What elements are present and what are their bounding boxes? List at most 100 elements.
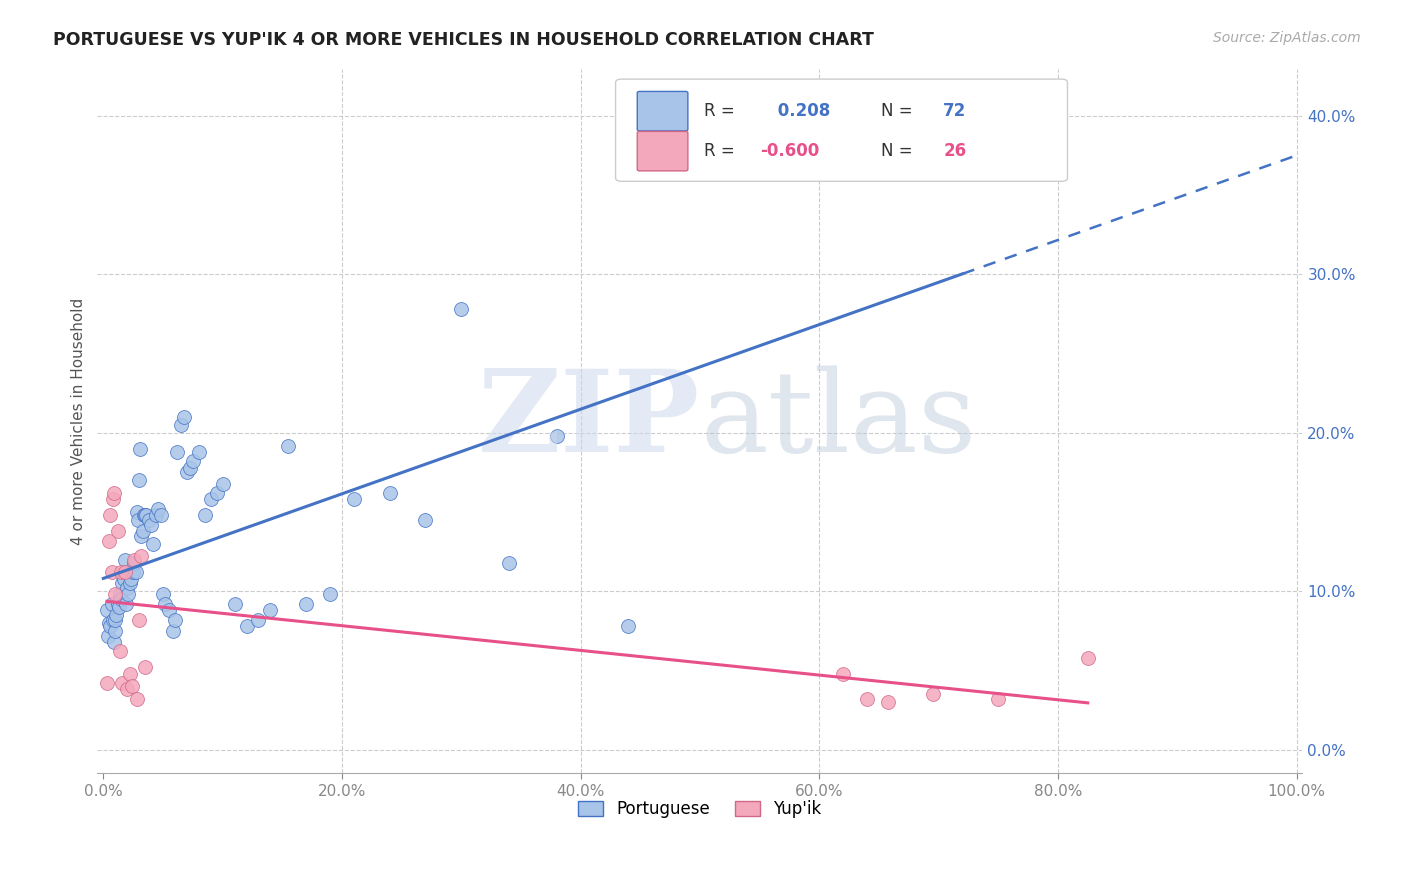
Point [166, 445, 188, 459]
Point [617, 619, 640, 633]
Point [134, 508, 156, 523]
Point [111, 576, 134, 591]
Text: N =: N = [880, 142, 918, 161]
FancyBboxPatch shape [637, 91, 688, 131]
Point [163, 613, 186, 627]
Text: R =: R = [703, 103, 740, 120]
Point [546, 429, 568, 443]
Point [157, 603, 180, 617]
Point [259, 603, 281, 617]
Point [132, 508, 155, 523]
Point [101, 492, 124, 507]
Point [170, 417, 193, 432]
Point [247, 613, 270, 627]
Text: 72: 72 [943, 103, 966, 120]
Point [128, 613, 150, 627]
Point [124, 552, 146, 566]
Point [115, 581, 138, 595]
Text: Source: ZipAtlas.com: Source: ZipAtlas.com [1213, 31, 1361, 45]
Point [114, 566, 136, 580]
Point [107, 524, 129, 538]
Point [115, 682, 138, 697]
Point [125, 692, 148, 706]
Text: 26: 26 [943, 142, 966, 161]
Point [122, 566, 145, 580]
Text: atlas: atlas [700, 366, 976, 476]
Point [343, 492, 366, 507]
Point [100, 597, 122, 611]
Point [498, 556, 520, 570]
Point [117, 587, 139, 601]
Point [378, 486, 401, 500]
Point [139, 517, 162, 532]
Point [987, 692, 1010, 706]
FancyBboxPatch shape [616, 79, 1067, 181]
Point [127, 513, 149, 527]
Point [319, 587, 342, 601]
Point [856, 692, 879, 706]
Text: R =: R = [703, 142, 740, 161]
Point [450, 302, 472, 317]
Point [131, 549, 153, 564]
Point [145, 508, 167, 523]
Y-axis label: 4 or more Vehicles in Household: 4 or more Vehicles in Household [72, 297, 86, 545]
Point [115, 597, 138, 611]
Point [173, 410, 195, 425]
Point [235, 619, 257, 633]
Text: PORTUGUESE VS YUP'IK 4 OR MORE VEHICLES IN HOUSEHOLD CORRELATION CHART: PORTUGUESE VS YUP'IK 4 OR MORE VEHICLES … [53, 31, 875, 49]
Point [114, 552, 136, 566]
Point [114, 566, 136, 580]
Point [107, 597, 129, 611]
Point [131, 524, 153, 538]
Point [277, 438, 299, 452]
Point [97, 629, 120, 643]
Point [104, 624, 127, 638]
Point [179, 460, 201, 475]
Point [108, 587, 131, 601]
Point [415, 513, 437, 527]
Point [108, 644, 131, 658]
Text: -0.600: -0.600 [761, 142, 820, 161]
Point [155, 597, 177, 611]
Point [1077, 650, 1099, 665]
Point [152, 587, 174, 601]
Point [181, 454, 204, 468]
FancyBboxPatch shape [637, 131, 688, 171]
Point [142, 537, 165, 551]
Point [96, 603, 118, 617]
Point [162, 624, 184, 638]
Point [295, 597, 318, 611]
Point [129, 442, 152, 456]
Legend: Portuguese, Yup'ik: Portuguese, Yup'ik [571, 794, 828, 825]
Point [120, 572, 142, 586]
Point [104, 613, 127, 627]
Text: 0.208: 0.208 [772, 103, 831, 120]
Point [832, 666, 855, 681]
Point [131, 529, 153, 543]
Point [148, 502, 170, 516]
Point [124, 556, 146, 570]
Point [921, 687, 943, 701]
Point [118, 666, 141, 681]
Point [118, 576, 141, 591]
Point [200, 492, 222, 507]
Point [128, 474, 150, 488]
Point [100, 566, 122, 580]
Point [135, 508, 157, 523]
Point [224, 597, 246, 611]
Point [110, 566, 132, 580]
Point [100, 508, 122, 523]
Point [103, 635, 125, 649]
Point [108, 600, 131, 615]
Point [149, 508, 172, 523]
Point [104, 587, 127, 601]
Point [98, 533, 121, 548]
Point [101, 613, 124, 627]
Point [96, 676, 118, 690]
Point [98, 615, 121, 630]
Point [205, 486, 228, 500]
Point [111, 676, 134, 690]
Text: ZIP: ZIP [478, 366, 700, 476]
Point [138, 513, 160, 527]
Point [194, 508, 217, 523]
